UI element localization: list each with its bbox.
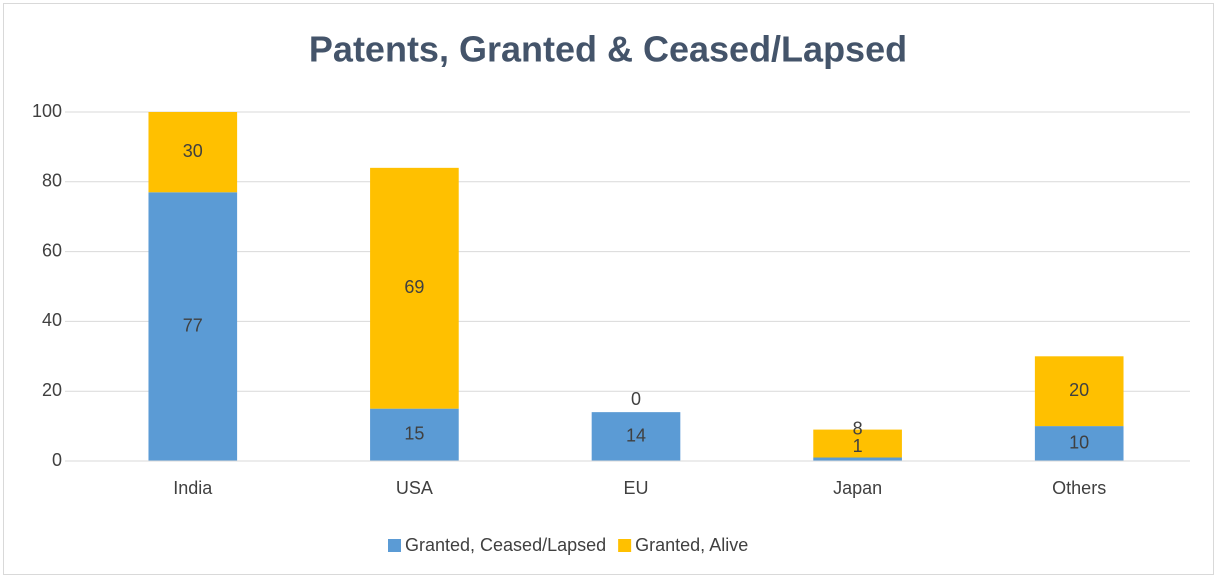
y-tick-label: 60	[42, 240, 62, 260]
bars	[148, 112, 1124, 461]
y-tick-label: 0	[52, 450, 62, 470]
legend-swatch	[618, 539, 632, 552]
legend-swatch	[388, 539, 401, 552]
y-tick-label: 100	[32, 101, 62, 121]
data-label: 10	[1069, 432, 1089, 452]
x-tick-label: EU	[623, 478, 648, 498]
y-tick-label: 20	[42, 380, 62, 400]
y-tick-label: 80	[42, 171, 62, 191]
legend-label: Granted, Alive	[635, 535, 748, 555]
data-label: 69	[404, 277, 424, 297]
x-tick-label: Others	[1052, 478, 1106, 498]
bar-segment	[591, 412, 681, 461]
bar-segment	[148, 192, 238, 461]
x-tick-label: India	[173, 478, 213, 498]
data-label: 30	[183, 141, 203, 161]
bar-segment	[1034, 356, 1124, 427]
bar-segment	[370, 167, 459, 409]
data-label: 15	[404, 424, 424, 444]
legend-label: Granted, Ceased/Lapsed	[405, 535, 606, 555]
x-tick-label: USA	[396, 478, 433, 498]
bar-segment	[813, 429, 902, 458]
data-label: 20	[1069, 380, 1089, 400]
data-label: 1	[853, 436, 863, 456]
chart-title: Patents, Granted & Ceased/Lapsed	[309, 29, 907, 70]
data-label: 8	[853, 418, 863, 438]
data-label: 77	[183, 315, 203, 335]
x-tick-label: Japan	[833, 478, 882, 498]
bar-segment	[148, 112, 238, 193]
bar-segment	[813, 457, 902, 461]
y-tick-label: 40	[42, 310, 62, 330]
data-label: 0	[631, 389, 641, 409]
data-label: 14	[626, 425, 646, 445]
bar-segment	[370, 408, 459, 461]
bar-segment	[1034, 426, 1124, 461]
